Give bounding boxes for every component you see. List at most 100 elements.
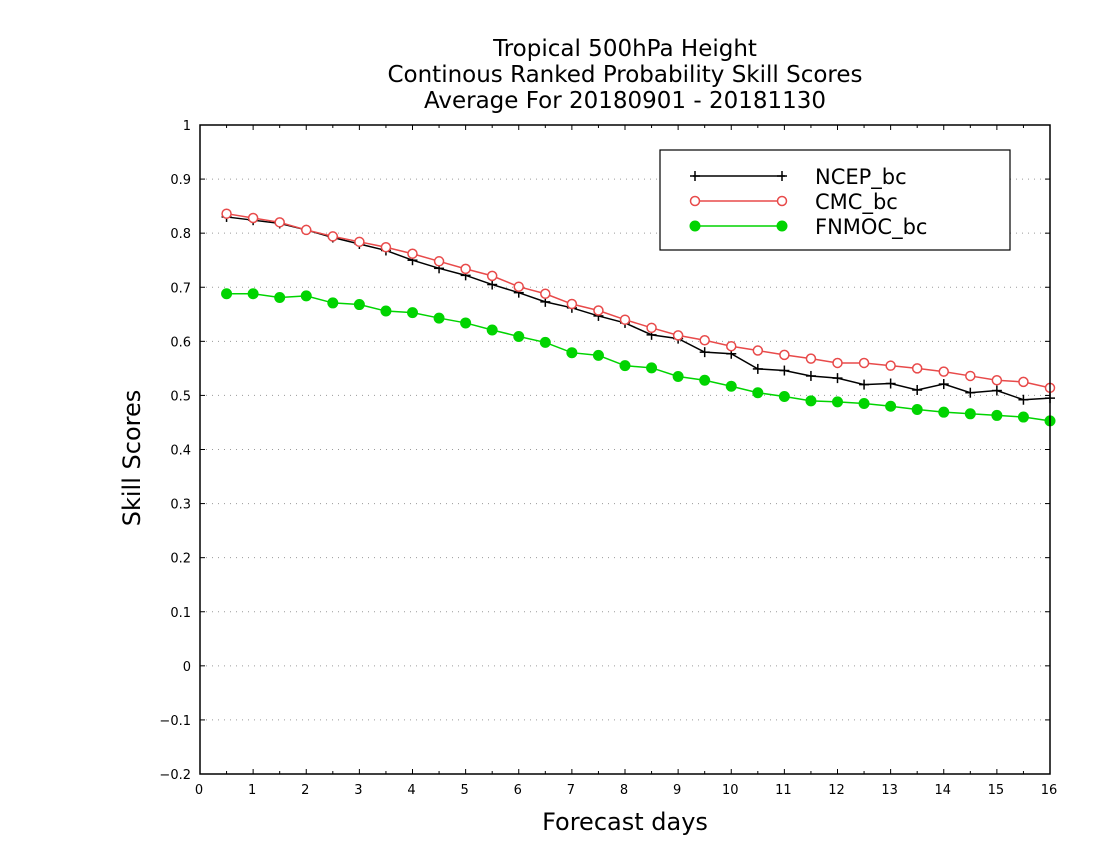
data-point-fnmoc-bc — [221, 288, 233, 300]
series-fnmoc-bc — [221, 288, 1056, 427]
data-point-cmc-bc — [221, 208, 232, 219]
x-tick-label: 14 — [934, 783, 951, 798]
x-tick-label: 15 — [988, 783, 1005, 798]
data-point-fnmoc-bc — [486, 324, 498, 336]
data-point-ncep-bc — [487, 279, 498, 290]
data-point-ncep-bc — [832, 373, 843, 384]
y-tick-label: 0 — [183, 660, 191, 675]
data-point-fnmoc-bc — [938, 406, 950, 418]
data-point-ncep-bc — [991, 385, 1002, 396]
data-point-cmc-bc — [938, 366, 949, 377]
data-point-cmc-bc — [885, 360, 896, 371]
legend-label: CMC_bc — [815, 190, 898, 215]
x-tick-label: 7 — [567, 783, 575, 798]
data-point-fnmoc-bc — [300, 290, 312, 302]
data-point-fnmoc-bc — [433, 312, 445, 324]
data-point-fnmoc-bc — [858, 398, 870, 410]
legend-marker — [776, 195, 788, 207]
data-point-fnmoc-bc — [539, 336, 551, 348]
legend-marker — [777, 171, 787, 181]
data-point-ncep-bc — [1018, 394, 1029, 405]
data-point-cmc-bc — [646, 322, 657, 334]
y-tick-label: 0.2 — [170, 552, 191, 567]
x-tick-label: 11 — [775, 783, 792, 798]
y-tick-label: 0.9 — [170, 173, 191, 188]
x-tick-label: 12 — [828, 783, 845, 798]
data-point-cmc-bc — [805, 353, 817, 364]
data-point-ncep-bc — [699, 347, 710, 358]
x-tick-label: 9 — [673, 783, 681, 798]
data-point-cmc-bc — [619, 314, 631, 325]
data-point-cmc-bc — [460, 263, 471, 275]
data-point-cmc-bc — [911, 363, 923, 374]
data-point-cmc-bc — [327, 231, 339, 242]
data-point-cmc-bc — [566, 298, 578, 310]
legend-marker — [689, 195, 701, 207]
data-point-fnmoc-bc — [353, 299, 365, 311]
x-tick-label: 13 — [881, 783, 898, 798]
x-tick-label: 4 — [407, 783, 415, 798]
data-point-cmc-bc — [380, 241, 392, 253]
data-point-ncep-bc — [912, 385, 923, 396]
data-point-ncep-bc — [885, 378, 896, 389]
data-point-fnmoc-bc — [699, 374, 711, 386]
data-point-fnmoc-bc — [832, 396, 843, 408]
data-point-ncep-bc — [938, 379, 949, 390]
y-tick-label: 0.3 — [170, 498, 191, 513]
data-point-cmc-bc — [540, 288, 551, 299]
data-point-fnmoc-bc — [619, 360, 631, 372]
legend-entry-cmc-bc: CMC_bc — [689, 190, 898, 215]
data-point-fnmoc-bc — [407, 307, 418, 319]
plot-frame — [199, 124, 1051, 775]
x-axis-label: Forecast days — [542, 808, 708, 836]
data-point-fnmoc-bc — [991, 409, 1003, 421]
data-point-fnmoc-bc — [752, 387, 764, 399]
data-point-cmc-bc — [407, 248, 418, 259]
series-line-ncep-bc — [226, 216, 1051, 401]
y-tick-label: 1 — [183, 119, 191, 134]
y-tick-label: 0.5 — [170, 389, 191, 404]
legend-entry-fnmoc-bc: FNMOC_bc — [689, 215, 927, 240]
data-point-ncep-bc — [965, 387, 976, 398]
data-point-ncep-bc — [859, 379, 870, 390]
data-point-cmc-bc — [672, 330, 684, 341]
data-point-cmc-bc — [593, 305, 604, 316]
data-point-fnmoc-bc — [672, 370, 684, 382]
data-point-ncep-bc — [779, 365, 790, 376]
x-tick-label: 1 — [248, 783, 256, 798]
legend-label: FNMOC_bc — [815, 215, 927, 240]
data-point-cmc-bc — [513, 281, 524, 292]
data-point-fnmoc-bc — [805, 395, 817, 407]
data-point-fnmoc-bc — [778, 390, 790, 402]
x-tick-label: 10 — [722, 783, 739, 798]
y-tick-label: 0.7 — [170, 281, 191, 296]
chart-title-line-3: Average For 20180901 - 20181130 — [423, 88, 827, 114]
y-tick-label: 0.4 — [170, 444, 191, 459]
data-point-fnmoc-bc — [460, 317, 472, 329]
data-point-fnmoc-bc — [247, 288, 259, 300]
data-point-fnmoc-bc — [513, 330, 525, 342]
data-point-cmc-bc — [699, 335, 710, 346]
data-point-cmc-bc — [832, 357, 843, 369]
y-tick-label: −0.2 — [159, 768, 191, 783]
legend-marker — [776, 220, 788, 232]
data-point-fnmoc-bc — [964, 408, 976, 420]
y-tick-label: 0.1 — [170, 606, 191, 621]
data-point-fnmoc-bc — [911, 403, 923, 415]
data-point-ncep-bc — [805, 370, 816, 381]
legend-marker — [690, 171, 700, 181]
data-point-cmc-bc — [965, 370, 976, 382]
data-point-cmc-bc — [301, 224, 312, 236]
data-point-fnmoc-bc — [1017, 411, 1029, 423]
y-tick-label: −0.1 — [159, 714, 191, 729]
data-point-fnmoc-bc — [380, 305, 392, 317]
data-point-fnmoc-bc — [646, 362, 658, 374]
data-point-fnmoc-bc — [725, 380, 737, 392]
data-point-ncep-bc — [752, 363, 763, 374]
legend-label: NCEP_bc — [815, 165, 907, 190]
x-tick-label: 2 — [301, 783, 309, 798]
x-tick-label: 6 — [514, 783, 522, 798]
data-point-cmc-bc — [779, 349, 790, 361]
